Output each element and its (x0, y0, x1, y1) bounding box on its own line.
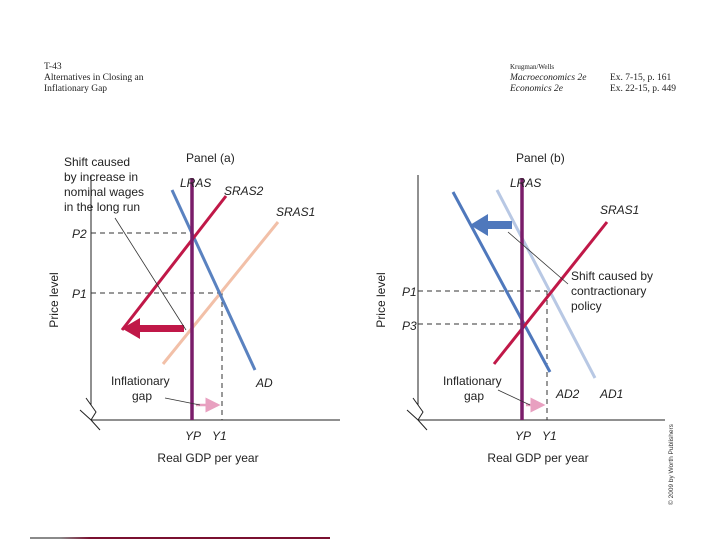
panel-a-sras2-label: SRAS2 (224, 184, 264, 198)
panel-a-sras2-text: SRAS2 (224, 184, 264, 198)
panel-b-ad1-label: AD1 (599, 387, 623, 401)
panel-a-gap-label: Inflationary gap (111, 374, 173, 403)
slide-title-line1: Alternatives in Closing an (44, 73, 144, 83)
panel-b-lras-label: LRAS (510, 176, 541, 190)
panel-b-ad2-curve (451, 191, 552, 373)
panel-a-yp-text: YP (185, 429, 201, 443)
panel-a-annotation-line4: in the long run (64, 200, 140, 214)
exhibit-ref-macro: Ex. 7-15, p. 161 (610, 73, 672, 83)
book-title-macro: Macroeconomics 2e (510, 73, 587, 83)
slide-header-left: T-43 Alternatives in Closing an Inflatio… (44, 62, 143, 95)
panel-b-y1-tick: Y1 (542, 429, 557, 443)
panel-b-y1-text: Y1 (542, 429, 557, 443)
panel-a-ad-curve (170, 189, 257, 371)
panel-a-y1-text: Y1 (212, 429, 227, 443)
panel-a-x-axis-break (79, 409, 101, 431)
panel-a-sras1-text: SRAS1 (276, 205, 315, 219)
panel-b-sras1-label: SRAS1 (600, 203, 639, 217)
panel-a-title: Panel (a) (186, 151, 235, 165)
panel-a-annotation-line3: nominal wages (64, 185, 144, 199)
panel-b-annotation-line1: Shift caused by (571, 269, 653, 283)
copyright-notice: © 2009 by Worth Publishers (668, 424, 675, 505)
panel-a-lras-label: LRAS (180, 176, 211, 190)
panel-b-gap-label: Inflationary gap (443, 374, 505, 403)
panel-a-annotation-leader (114, 217, 187, 331)
panel-b-shift-arrow (470, 214, 512, 236)
panel-b-gap-leader (497, 389, 531, 406)
panel-b-annotation-leader (507, 231, 569, 285)
panel-a-ad-label: AD (255, 376, 273, 390)
panel-a-p2-tick: P2 (72, 227, 87, 241)
panel-a-p1-tick: P1 (72, 287, 87, 301)
panel-b-sras1-curve (492, 221, 609, 365)
panel-b-p1-text: P1 (402, 285, 417, 299)
book-title-econ: Economics 2e (510, 84, 564, 94)
panel-a-sras1-label: SRAS1 (276, 205, 315, 219)
panel-a-gap-line1: Inflationary (111, 374, 170, 388)
panel-a: Panel (a) LRAS SRAS2 SRAS1 AD Shift caus… (47, 151, 340, 465)
panel-a-annotation-line1: Shift caused (64, 155, 130, 169)
panel-a-axis-break (85, 397, 97, 421)
panel-a-yp-tick: YP (185, 429, 201, 443)
slide-number: T-43 (44, 62, 62, 72)
panel-b-xlabel: Real GDP per year (487, 451, 588, 465)
panel-b-annotation-line3: policy (571, 299, 602, 313)
panel-a-shift-arrow (122, 318, 184, 339)
panel-b-annotation: Shift caused by contractionary policy (571, 269, 656, 313)
authors: Krugman/Wells (510, 63, 555, 71)
panel-b-ad1-curve (495, 189, 597, 379)
panel-b-p1-tick: P1 (402, 285, 417, 299)
book-citation: Krugman/Wells Macroeconomics 2e Economic… (510, 62, 586, 95)
panel-a-p2-text: P2 (72, 227, 87, 241)
panel-b-p3-tick: P3 (402, 319, 417, 333)
panel-a-gap-line2: gap (132, 389, 152, 403)
panel-a-gap-leader (164, 397, 201, 406)
footer-rule (30, 537, 330, 539)
panel-a-xlabel: Real GDP per year (157, 451, 258, 465)
panel-b-annotation-line2: contractionary (571, 284, 646, 298)
panel-b-gap-line2: gap (464, 389, 484, 403)
panel-a-p1-text: P1 (72, 287, 87, 301)
panel-b-title: Panel (b) (516, 151, 565, 165)
panel-b-yp-text: YP (515, 429, 531, 443)
panel-b-x-axis-break (406, 409, 428, 431)
panel-b-axis-break (412, 397, 424, 421)
exhibit-ref-econ: Ex. 22-15, p. 449 (610, 84, 676, 94)
panel-b-sras1-text: SRAS1 (600, 203, 639, 217)
panel-b: Panel (b) LRAS SRAS1 AD2 AD1 Shift cause… (374, 151, 665, 465)
panel-b-ylabel: Price level (374, 272, 388, 327)
panel-a-annotation: Shift caused by increase in nominal wage… (64, 155, 147, 214)
panel-b-gap-line1: Inflationary (443, 374, 502, 388)
panel-b-p3-text: P3 (402, 319, 417, 333)
panel-a-y1-tick: Y1 (212, 429, 227, 443)
panel-a-annotation-line2: by increase in (64, 170, 138, 184)
panel-b-ad2-text: AD2 (555, 387, 580, 401)
exhibit-references: Ex. 7-15, p. 161 Ex. 22-15, p. 449 (610, 62, 676, 95)
panel-b-yp-tick: YP (515, 429, 531, 443)
panel-a-sras2-curve (120, 195, 228, 331)
panel-a-ylabel: Price level (47, 272, 61, 327)
panel-b-ad2-label: AD2 (555, 387, 580, 401)
panel-b-ad1-text: AD1 (599, 387, 623, 401)
slide-title-line2: Inflationary Gap (44, 84, 108, 94)
